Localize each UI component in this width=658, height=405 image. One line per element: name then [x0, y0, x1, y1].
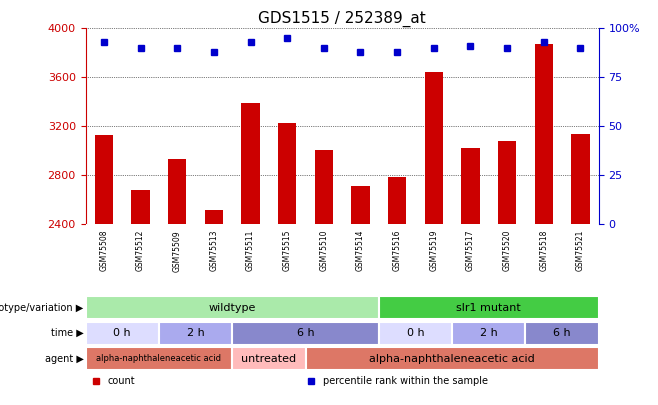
Text: 2 h: 2 h [480, 328, 497, 338]
Text: 2 h: 2 h [187, 328, 205, 338]
Bar [168, 160, 186, 224]
FancyBboxPatch shape [526, 322, 599, 345]
Bar [388, 177, 406, 224]
Bar [278, 123, 296, 224]
Text: GSM75513: GSM75513 [209, 230, 218, 271]
FancyBboxPatch shape [305, 347, 599, 370]
Bar [461, 148, 480, 224]
Text: GSM75516: GSM75516 [393, 230, 401, 271]
Text: 0 h: 0 h [407, 328, 424, 338]
Text: genotype/variation ▶: genotype/variation ▶ [0, 303, 84, 313]
Text: GSM75508: GSM75508 [99, 230, 109, 271]
Text: GSM75519: GSM75519 [429, 230, 438, 271]
Bar [424, 72, 443, 224]
Bar [534, 44, 553, 224]
Text: GSM75515: GSM75515 [283, 230, 291, 271]
Text: GSM75521: GSM75521 [576, 230, 585, 271]
Text: 6 h: 6 h [553, 328, 571, 338]
FancyBboxPatch shape [232, 347, 305, 370]
FancyBboxPatch shape [232, 322, 379, 345]
Title: GDS1515 / 252389_at: GDS1515 / 252389_at [259, 11, 426, 27]
Text: slr1 mutant: slr1 mutant [457, 303, 521, 313]
Text: wildtype: wildtype [209, 303, 256, 313]
Bar [315, 149, 333, 224]
FancyBboxPatch shape [86, 296, 379, 319]
Bar [241, 103, 260, 224]
FancyBboxPatch shape [86, 347, 232, 370]
Text: agent ▶: agent ▶ [45, 354, 84, 364]
Bar [132, 190, 149, 224]
Text: GSM75514: GSM75514 [356, 230, 365, 271]
Text: alpha-naphthaleneacetic acid: alpha-naphthaleneacetic acid [369, 354, 535, 364]
Text: GSM75512: GSM75512 [136, 230, 145, 271]
FancyBboxPatch shape [86, 322, 159, 345]
Text: GSM75511: GSM75511 [246, 230, 255, 271]
Text: time ▶: time ▶ [51, 328, 84, 338]
Text: GSM75520: GSM75520 [503, 230, 512, 271]
Text: percentile rank within the sample: percentile rank within the sample [322, 376, 488, 386]
Text: alpha-naphthaleneacetic acid: alpha-naphthaleneacetic acid [96, 354, 221, 363]
Text: untreated: untreated [241, 354, 296, 364]
Text: GSM75509: GSM75509 [172, 230, 182, 272]
Text: GSM75517: GSM75517 [466, 230, 475, 271]
Text: GSM75510: GSM75510 [319, 230, 328, 271]
FancyBboxPatch shape [379, 322, 452, 345]
Bar [205, 210, 223, 224]
FancyBboxPatch shape [379, 296, 599, 319]
Bar [571, 134, 590, 224]
Text: count: count [107, 376, 135, 386]
Bar [351, 186, 370, 224]
Text: 6 h: 6 h [297, 328, 315, 338]
FancyBboxPatch shape [159, 322, 232, 345]
Text: GSM75518: GSM75518 [540, 230, 548, 271]
Bar [95, 135, 113, 224]
Text: 0 h: 0 h [113, 328, 131, 338]
Bar [498, 141, 517, 224]
FancyBboxPatch shape [452, 322, 526, 345]
